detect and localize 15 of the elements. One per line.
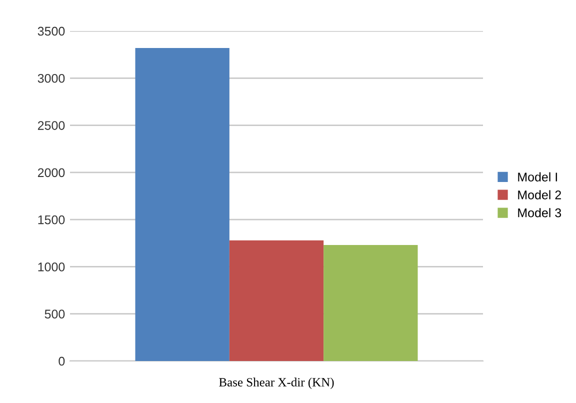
y-tick-label: 3000 (38, 74, 65, 83)
y-tick-label: 1500 (38, 215, 65, 224)
y-tick-label: 500 (44, 310, 65, 319)
legend-label: Model 2 (518, 190, 561, 200)
x-tick-label: Base Shear X-dir (KN) (219, 378, 334, 390)
y-tick-label: 2000 (38, 168, 65, 178)
y-tick-label: 3500 (38, 26, 65, 36)
bar (135, 48, 230, 361)
y-tick-label: 1000 (38, 262, 65, 272)
legend-label: Model 3 (518, 208, 562, 218)
legend-label: Model I (518, 172, 557, 182)
bar (229, 240, 324, 361)
bar (324, 245, 418, 361)
y-tick-label: 2500 (38, 121, 65, 130)
y-tick-label: 0 (58, 356, 65, 366)
